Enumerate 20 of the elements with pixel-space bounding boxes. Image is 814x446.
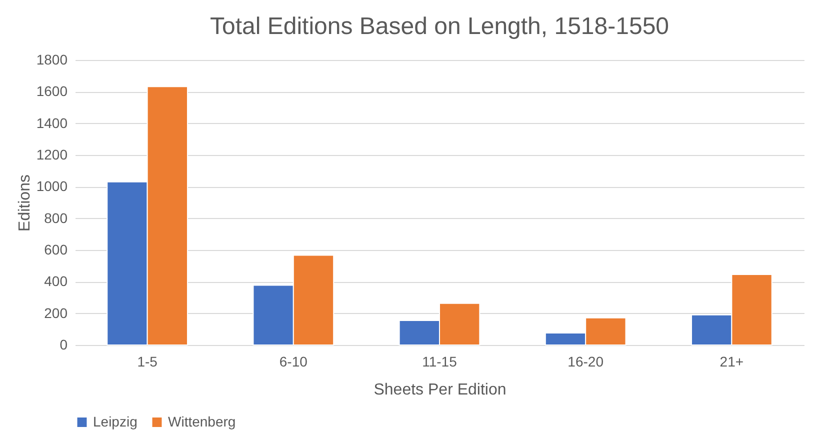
y-tick-label: 600 xyxy=(44,242,68,258)
y-tick-label: 1800 xyxy=(36,52,68,68)
y-tick-label: 1200 xyxy=(36,146,68,162)
y-tick-label: 800 xyxy=(44,210,68,226)
x-tick-label: 1-5 xyxy=(137,354,158,370)
x-tick-label: 6-10 xyxy=(279,354,308,370)
legend-label: Leipzig xyxy=(93,413,138,430)
y-tick-label: 200 xyxy=(44,304,68,321)
y-tick-label: 1600 xyxy=(36,83,68,100)
y-tick-label: 400 xyxy=(44,273,68,290)
x-tick-label: 16-20 xyxy=(568,354,604,370)
x-tick-label: 21+ xyxy=(720,354,744,370)
x-axis-title: Sheets Per Edition xyxy=(374,382,506,398)
x-tick-label: 11-15 xyxy=(422,354,458,370)
y-tick-label: 1400 xyxy=(36,114,68,131)
chart-title: Total Editions Based on Length, 1518-1550 xyxy=(210,13,670,40)
y-tick-label: 0 xyxy=(60,336,68,352)
y-axis-title: Editions xyxy=(16,174,34,232)
legend-label: Wittenberg xyxy=(168,413,236,430)
y-tick-label: 1000 xyxy=(36,178,68,194)
